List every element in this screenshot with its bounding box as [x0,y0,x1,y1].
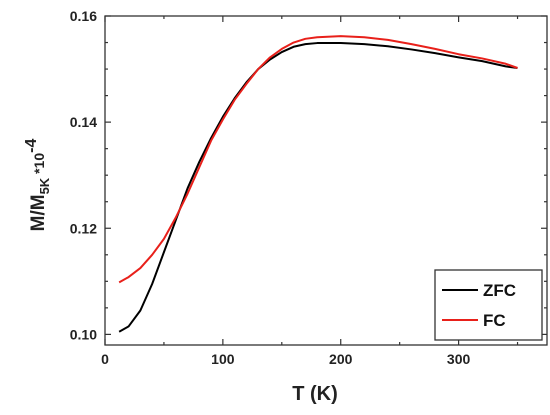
legend-label-fc: FC [483,311,506,330]
series-layer [118,35,518,333]
x-tick-label: 200 [329,351,353,367]
x-axis-ticks: 0 100 200 300 [101,16,519,367]
y-axis-ticks: 0.10 0.12 0.14 0.16 [70,8,547,342]
y-tick-label: 0.16 [70,8,97,24]
y-title-superscript: -4 [23,139,40,153]
legend-label-zfc: ZFC [483,281,516,300]
y-title-main: M/M [28,194,49,231]
y-title-subscript: 5K [37,177,52,194]
series-line-zfc [118,42,518,333]
x-tick-label: 300 [447,351,471,367]
y-title-suffix: *10 [31,153,47,178]
x-tick-label: 0 [101,351,109,367]
y-tick-label: 0.14 [70,114,97,130]
y-tick-label: 0.10 [70,326,97,342]
x-axis-title: T (K) [292,383,338,405]
plot-frame [104,15,548,346]
y-tick-label: 0.12 [70,220,97,236]
series-line-fc [118,35,518,284]
y-axis-title: M/M5K *10-4 [23,139,52,232]
x-tick-label: 100 [211,351,235,367]
legend: ZFC FC [434,269,543,341]
legend-box [434,269,543,341]
